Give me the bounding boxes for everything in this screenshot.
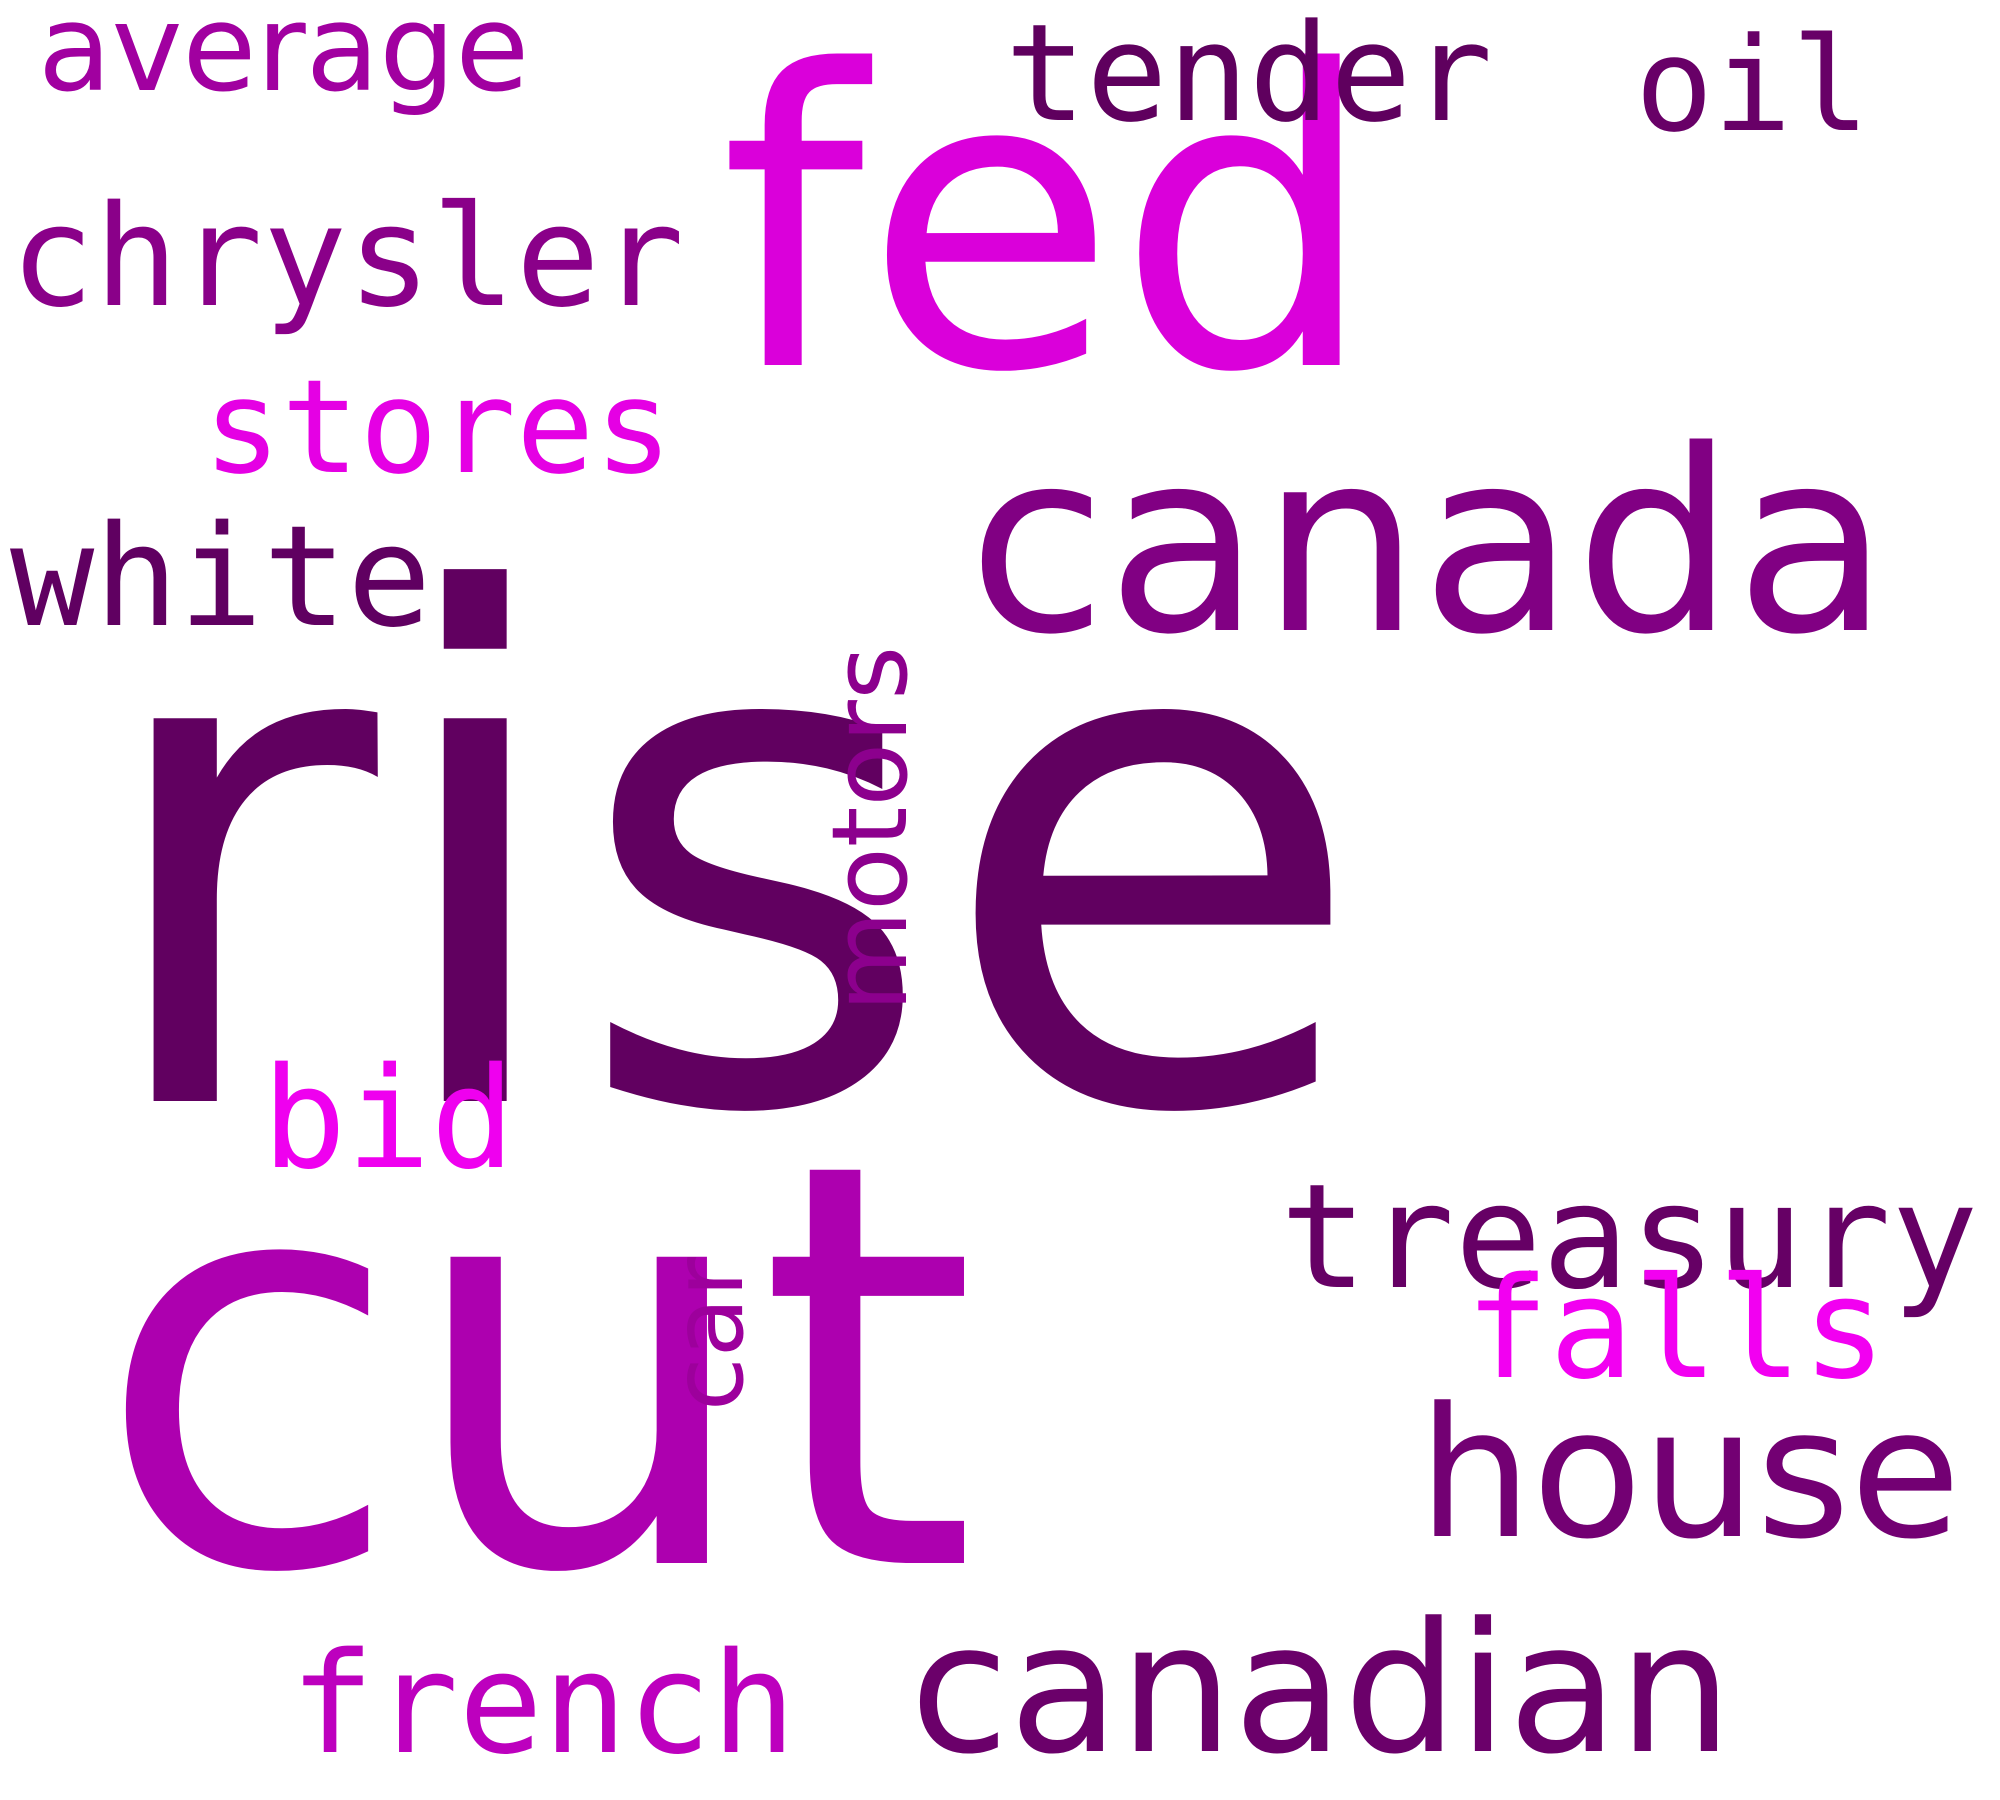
word-treasury: treasury: [1280, 1153, 1979, 1322]
word-french: french: [290, 1623, 796, 1786]
word-average: average: [38, 0, 530, 119]
word-falls: falls: [1465, 1248, 1887, 1411]
word-house: house: [1418, 1370, 1961, 1579]
word-bid: bid: [262, 1038, 515, 1201]
word-oil: oil: [1635, 9, 1870, 161]
word-canadian: canadian: [910, 1585, 1733, 1794]
word-car-vertical: car: [652, 1256, 766, 1412]
word-motors-vertical: motors: [809, 645, 931, 1013]
word-chrysler: chrysler: [10, 176, 685, 339]
word-white: white: [10, 496, 432, 659]
word-stores: stores: [203, 351, 673, 503]
word-tender: tender: [1005, 0, 1493, 152]
word-cut: cut: [95, 1044, 978, 1696]
word-rise: rise: [90, 452, 1368, 1267]
word-canada: canada: [968, 397, 1890, 690]
word-fed: fed: [720, 0, 1377, 462]
